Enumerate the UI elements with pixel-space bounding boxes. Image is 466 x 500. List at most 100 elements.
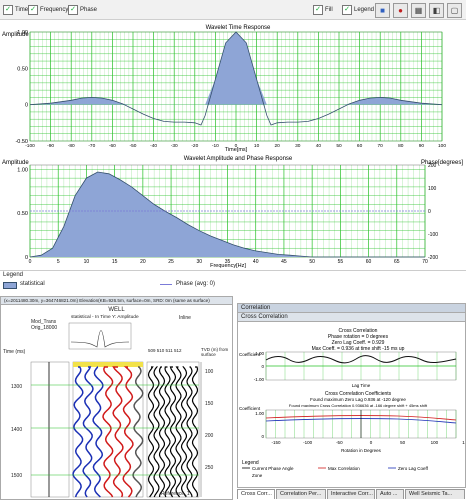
phase-ytick: 100 <box>428 186 437 192</box>
tab-correlation-per[interactable]: Correlation Per... <box>276 489 326 499</box>
freq-xtick: 25 <box>168 259 174 265</box>
time-ytick: 0.50 <box>17 66 28 72</box>
dots-icon[interactable]: ● <box>393 3 408 18</box>
time-xtick: 20 <box>275 143 281 149</box>
freq-xtick: 70 <box>422 259 428 265</box>
freq-xtick: 40 <box>253 259 259 265</box>
rot-xtick: -50 <box>336 440 343 445</box>
legend-entry-phase: Phase (avg: 0) <box>176 281 216 287</box>
correlation-panel: Correlation Cross Correlation Cross Corr… <box>237 303 466 488</box>
ccf-ytick-1: 1.00 <box>255 351 264 356</box>
md-tick-150: 150 <box>205 401 214 407</box>
time-xtick: 70 <box>378 143 384 149</box>
time-ytick: 0 <box>25 103 28 109</box>
legend-zone: Zone <box>252 473 263 478</box>
amplitude-line <box>29 171 425 258</box>
time-ytick: -0.50 <box>15 139 28 145</box>
well-header: (x=2011480.30m, y=364746821.0m) Elevatio… <box>1 297 232 305</box>
time-xtick: 90 <box>419 143 425 149</box>
ccf-ytick-neg1: -1.00 <box>254 377 265 382</box>
time-xtick: 60 <box>357 143 363 149</box>
phase-ytick: 0 <box>428 209 431 215</box>
time-checkbox[interactable]: ✓ Time <box>3 5 28 15</box>
inline-numbers: 509 510 511 512 <box>148 348 182 353</box>
time-response-chart: Wavelet Time Response Amplitude 1.00 0.50… <box>2 25 446 153</box>
time-xtick: -10 <box>212 143 219 149</box>
phase-checkbox[interactable]: ✓ Phase <box>68 5 97 15</box>
rot-title-1: Cross Correlation Coefficients <box>325 391 392 397</box>
freq-chart-title: Wavelet Amplitude and Phase Response <box>184 156 293 162</box>
ccf-title-4: Max Coeff. = 0.936 at time shift -15 ms … <box>312 346 405 352</box>
rot-ytick-1: 1.00 <box>255 411 264 416</box>
well-tracks <box>30 322 202 498</box>
fill-checkbox[interactable]: ✓ Fill <box>313 5 333 15</box>
amplitude-fill <box>30 172 425 257</box>
freq-xtick: 15 <box>112 259 118 265</box>
freq-yticks-left: 1.00 0.50 0 <box>17 167 28 261</box>
tab-interactive-corr[interactable]: Interactive Corr... <box>327 489 375 499</box>
time-ytick: 1.00 <box>17 30 28 36</box>
time-xtick: 30 <box>295 143 301 149</box>
time-xtick: -90 <box>47 143 54 149</box>
ccf-xlabel: Lag Time <box>352 383 371 388</box>
check-icon: ✓ <box>313 5 323 15</box>
depth-1300: 1300 <box>11 384 23 390</box>
freq-xtick: 35 <box>225 259 231 265</box>
tab-well-seismic[interactable]: Well Seismic Ta... <box>405 489 465 499</box>
legend-zero-lag: Zero Lag Coeff <box>398 466 429 471</box>
well-title: WELL <box>108 307 125 313</box>
rotation-grid <box>265 410 457 438</box>
legend-panel: Legend statistical Phase (avg: 0) <box>0 270 466 292</box>
color-fill-icon[interactable]: ■ <box>375 3 390 18</box>
check-icon: ✓ <box>68 5 78 15</box>
time-xtick: -50 <box>130 143 137 149</box>
freq-xtick: 60 <box>366 259 372 265</box>
phase-ytick: 200 <box>428 163 437 169</box>
freq-ylabel-right: Phase[degrees] <box>421 160 463 166</box>
legend-title: Legend <box>3 272 24 278</box>
time-xtick: -20 <box>191 143 198 149</box>
md-tick-250: 250 <box>205 465 214 471</box>
time-xticks: -100 -90 -80 -70 -60 -50 -40 -30 -20 -10 0 10 20 30 40… <box>25 143 446 149</box>
time-xtick: 0 <box>235 143 238 149</box>
rot-xtick: 100 <box>431 440 439 445</box>
ccf-ytick-0: 0 <box>261 364 264 369</box>
frequency-response-chart: Wavelet Amplitude and Phase Response Amp… <box>2 156 463 269</box>
correlation-charts: Cross Correlation Phase rotation = 0 deg… <box>239 328 465 478</box>
freq-xtick: 10 <box>84 259 90 265</box>
time-xtick: -100 <box>25 143 35 149</box>
rot-xtick: -150 <box>271 440 281 445</box>
phase-ytick: -100 <box>428 232 438 238</box>
frequency-checkbox[interactable]: ✓ Frequency <box>28 5 68 15</box>
md-tick-100: 100 <box>205 369 214 375</box>
rot-xtick: 0 <box>370 440 373 445</box>
freq-xtick: 45 <box>281 259 287 265</box>
correlation-window-title: Correlation <box>238 304 465 313</box>
legend-swatch-phase <box>160 284 172 285</box>
md-axis-label: TVD (m) from surface <box>201 347 229 357</box>
tab-auto[interactable]: Auto ... <box>376 489 404 499</box>
freq-ylabel-left: Amplitude <box>2 160 29 166</box>
export-icon[interactable]: ◧ <box>429 3 444 18</box>
time-xtick: -60 <box>109 143 116 149</box>
grid-icon[interactable]: ▦ <box>411 3 426 18</box>
legend-checkbox[interactable]: ✓ Legend <box>342 5 374 15</box>
rotation-xticks: -150 -100 -50 0 50 100 150 <box>271 440 465 445</box>
toolbar: ✓ Time ✓ Frequency ✓ Phase ✓ Fill ✓ Legend ■ … <box>0 0 466 20</box>
freq-xticks: 0 5 10 15 20 25 30 35 40 45 50 55 60 65 70 <box>29 259 428 265</box>
time-xtick: -80 <box>68 143 75 149</box>
time-xtick: -70 <box>88 143 95 149</box>
track-label-orig: Orig_18000 <box>31 325 58 331</box>
check-icon: ✓ <box>342 5 352 15</box>
correlation-header: Cross Correlation <box>238 313 465 322</box>
tab-cross-corr[interactable]: Cross Corr... <box>237 489 275 499</box>
ccf-title-3: Zero Lag Coeff. = 0.929 <box>332 340 385 346</box>
inline-label: Inline <box>179 315 191 321</box>
check-icon: ✓ <box>28 5 38 15</box>
ccf-title-2: Phase rotation = 0 degrees <box>328 334 389 340</box>
time-xtick: 80 <box>398 143 404 149</box>
bottom-tab-strip: Cross Corr... Correlation Per... Interac… <box>237 489 466 500</box>
time-yticks: 1.00 0.50 0 -0.50 <box>15 30 28 145</box>
window-icon[interactable]: ▢ <box>447 3 462 18</box>
legend-swatch-fill <box>3 282 17 289</box>
